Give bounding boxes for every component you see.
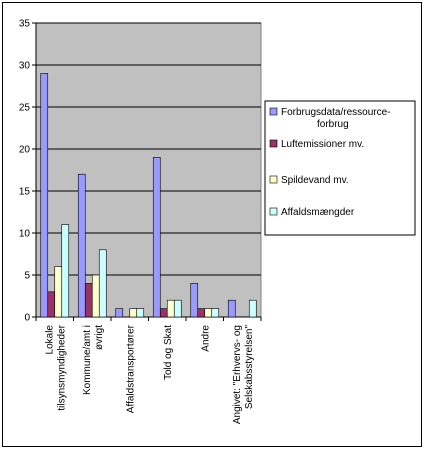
bar — [211, 308, 220, 318]
bar — [98, 249, 107, 318]
y-tick-label: 30 — [19, 61, 31, 72]
legend-label: Affaldsmængder — [281, 207, 355, 218]
chart-figure: 0 5 10 15 20 25 30 35 Lokale tilsynsmyndigheder Ko… — [2, 2, 422, 447]
category-label: Lokale — [44, 325, 55, 355]
y-tick-label: 0 — [24, 313, 30, 324]
bar — [190, 283, 199, 318]
y-tick-label: 15 — [19, 187, 31, 198]
category-label: øvrigt — [94, 325, 105, 350]
legend-label: Forbrugsdata/ressource- — [281, 107, 391, 118]
legend-label: forbrug — [317, 119, 349, 130]
category-label: tilsynsmyndigheder — [56, 324, 67, 410]
legend — [264, 100, 416, 236]
y-tick-label: 5 — [24, 271, 30, 282]
bar — [152, 157, 161, 318]
category-label: Told og Skat — [163, 325, 174, 380]
bar — [136, 308, 145, 318]
bar — [54, 266, 63, 318]
category-label: Selskabsstyrelsen" — [244, 325, 255, 410]
bar — [204, 308, 213, 318]
bar — [197, 308, 206, 318]
bar — [166, 299, 175, 318]
bar — [91, 274, 100, 318]
category-label: Andre — [200, 325, 211, 352]
bar — [77, 173, 86, 318]
y-tick-label: 10 — [19, 229, 31, 240]
bar — [115, 308, 124, 318]
plot-area — [35, 22, 262, 318]
bar-chart: 0 5 10 15 20 25 30 35 Lokale tilsynsmyndigheder Ko… — [19, 19, 416, 424]
category-label: Kommune/amt i — [82, 325, 93, 395]
y-tick-label: 20 — [19, 145, 31, 156]
bar — [129, 308, 138, 318]
legend-swatch — [269, 175, 278, 184]
bar — [248, 299, 257, 318]
bar — [173, 299, 182, 318]
legend-label: Luftemissioner mv. — [281, 139, 364, 150]
bar — [84, 283, 93, 318]
legend-swatch — [269, 207, 278, 216]
bar — [47, 291, 56, 318]
legend-swatch — [269, 107, 278, 116]
category-label: Angivet: "Erhvervs- og — [232, 325, 243, 424]
category-label: Affaldstransportører — [125, 324, 136, 413]
bar — [40, 73, 49, 318]
y-tick-label: 25 — [19, 103, 31, 114]
y-tick-label: 35 — [19, 19, 31, 30]
legend-label: Spildevand mv. — [281, 175, 349, 186]
bar — [227, 299, 236, 318]
bar — [159, 308, 168, 318]
bar — [61, 224, 70, 318]
legend-swatch — [269, 139, 278, 148]
